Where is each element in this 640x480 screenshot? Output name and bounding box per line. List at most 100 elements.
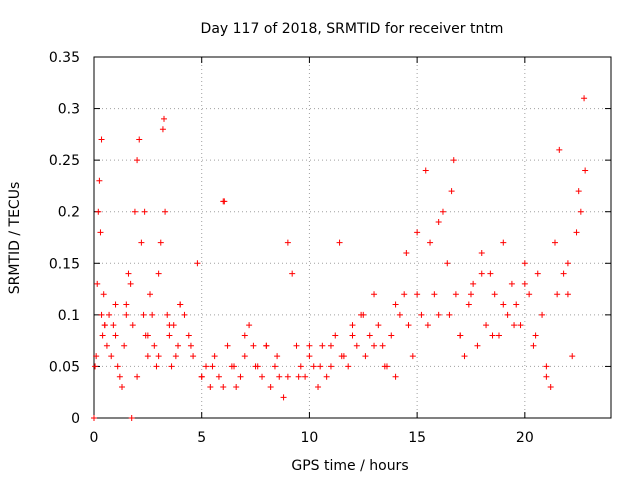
data-point (190, 353, 197, 360)
x-tick-label: 10 (301, 430, 319, 446)
data-point (534, 270, 541, 277)
x-tick-label: 0 (90, 430, 99, 446)
y-tick-label: 0.35 (49, 50, 80, 66)
data-point (444, 260, 451, 267)
data-point (353, 342, 360, 349)
data-point (280, 394, 287, 401)
data-point (332, 332, 339, 339)
data-point (401, 291, 408, 298)
data-point (327, 363, 334, 370)
data-point (424, 322, 431, 329)
data-point (203, 363, 210, 370)
data-point (106, 311, 113, 318)
data-point (141, 208, 148, 215)
data-point (418, 311, 425, 318)
data-point (360, 311, 367, 318)
x-tick-label: 15 (408, 430, 426, 446)
data-point (166, 322, 173, 329)
data-point (564, 260, 571, 267)
data-point (349, 322, 356, 329)
data-point (99, 332, 106, 339)
data-point (371, 291, 378, 298)
data-point (577, 208, 584, 215)
data-points (91, 95, 589, 421)
data-point (108, 353, 115, 360)
data-point (465, 301, 472, 308)
y-tick-label: 0.1 (58, 308, 80, 324)
data-point (491, 291, 498, 298)
data-point (274, 353, 281, 360)
data-point (161, 115, 168, 122)
data-point (467, 291, 474, 298)
data-point (362, 353, 369, 360)
data-point (259, 373, 266, 380)
data-point (532, 332, 539, 339)
data-point (198, 373, 205, 380)
data-point (157, 239, 164, 246)
data-point (134, 373, 141, 380)
data-point (129, 322, 136, 329)
x-axis-label: GPS time / hours (291, 458, 408, 474)
data-point (323, 373, 330, 380)
data-point (478, 270, 485, 277)
data-point (470, 280, 477, 287)
data-point (414, 291, 421, 298)
data-point (526, 291, 533, 298)
data-point (508, 280, 515, 287)
data-point (539, 311, 546, 318)
data-point (136, 136, 143, 143)
data-point (500, 301, 507, 308)
data-point (396, 311, 403, 318)
y-tick-label: 0.2 (58, 205, 80, 221)
data-point (543, 363, 550, 370)
data-point (435, 219, 442, 226)
data-point (241, 332, 248, 339)
data-point (521, 280, 528, 287)
data-point (144, 353, 151, 360)
plot-frame (93, 56, 612, 419)
data-point (116, 373, 123, 380)
data-point (185, 332, 192, 339)
y-tick-label: 0.15 (49, 256, 80, 272)
y-tick-label: 0.25 (49, 153, 80, 169)
data-point (134, 157, 141, 164)
x-tick-label: 20 (516, 430, 534, 446)
data-point (162, 208, 169, 215)
data-point (573, 229, 580, 236)
data-point (224, 342, 231, 349)
data-point (381, 363, 388, 370)
data-point (220, 384, 227, 391)
data-point (123, 301, 130, 308)
data-point (95, 208, 102, 215)
data-point (98, 311, 105, 318)
data-point (233, 384, 240, 391)
data-point (289, 270, 296, 277)
data-point (138, 239, 145, 246)
data-point (101, 322, 108, 329)
data-point (392, 301, 399, 308)
data-point (478, 249, 485, 256)
data-point (295, 373, 302, 380)
data-point (489, 332, 496, 339)
data-point (495, 332, 502, 339)
data-point (168, 363, 175, 370)
data-point (409, 353, 416, 360)
data-point (211, 353, 218, 360)
data-point (172, 353, 179, 360)
data-point (127, 280, 134, 287)
data-point (414, 229, 421, 236)
data-point (121, 342, 128, 349)
data-point (306, 353, 313, 360)
y-axis-label: SRMTID / TECUs (7, 182, 23, 295)
data-point (336, 239, 343, 246)
data-point (241, 353, 248, 360)
data-point (543, 373, 550, 380)
data-point (371, 342, 378, 349)
data-point (403, 249, 410, 256)
data-point (131, 208, 138, 215)
data-point (345, 363, 352, 370)
data-point (91, 415, 97, 421)
data-point (147, 291, 154, 298)
data-point (267, 384, 274, 391)
data-point (483, 322, 490, 329)
